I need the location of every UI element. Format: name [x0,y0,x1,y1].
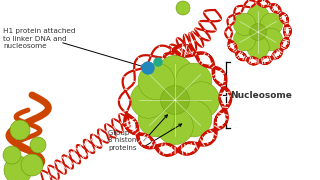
Circle shape [161,86,189,114]
Circle shape [175,63,212,100]
Circle shape [247,5,269,28]
Circle shape [138,63,175,100]
Circle shape [154,58,162,66]
Circle shape [234,13,256,35]
Circle shape [260,28,283,51]
Circle shape [250,24,266,40]
Circle shape [247,36,269,59]
Circle shape [157,55,193,92]
Circle shape [21,154,43,176]
Circle shape [138,100,175,137]
Text: Group of
8 histone
proteins: Group of 8 histone proteins [108,130,140,151]
Circle shape [4,156,32,180]
Circle shape [130,82,167,118]
Circle shape [260,13,283,35]
Circle shape [30,137,46,153]
Circle shape [176,1,190,15]
Circle shape [157,108,193,145]
Text: H1 protein attached
to linker DNA and
nucleosome: H1 protein attached to linker DNA and nu… [3,28,76,49]
Circle shape [10,120,30,140]
Circle shape [3,146,21,164]
Circle shape [234,28,256,51]
Circle shape [183,82,220,118]
Circle shape [175,100,212,137]
Circle shape [142,62,154,74]
Text: Nucleosome: Nucleosome [230,91,292,100]
